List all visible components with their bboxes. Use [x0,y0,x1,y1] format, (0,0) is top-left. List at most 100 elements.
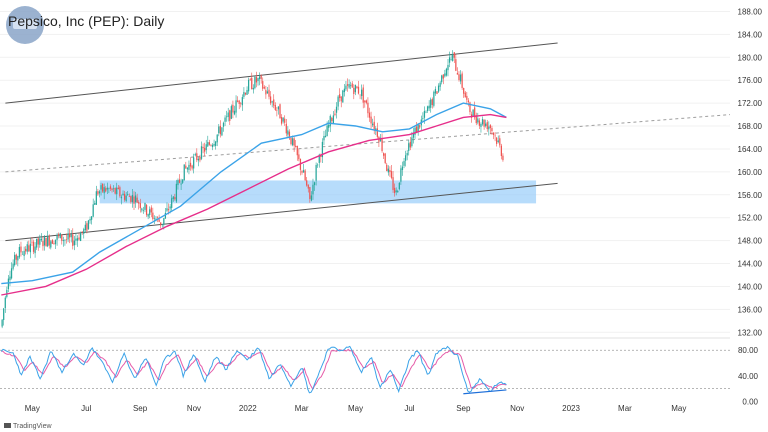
candle-body [43,236,46,246]
candle-body [255,76,258,83]
moving-average-fast [1,102,507,285]
candle-body [40,238,43,241]
candle-body [389,169,391,173]
candle-body [376,128,378,137]
candle-body [494,135,496,137]
candle-body [101,183,104,192]
candle-body [252,87,254,90]
time-tick-label: May [671,404,686,413]
candle-body [89,218,91,221]
candle-body [12,263,14,269]
candle-body [312,184,314,195]
candle-body [122,193,124,196]
time-tick-label: Mar [295,404,309,413]
candle-body [213,143,215,146]
candle-body [467,100,470,102]
candle-body [448,57,451,63]
candle-body [216,134,218,143]
price-tick-label: 160.00 [738,168,763,177]
stoch-k-line [0,345,507,394]
candle-body [59,233,61,239]
candle-body [21,253,24,255]
candle-body [58,234,60,237]
price-tick-label: 148.00 [738,237,763,246]
candle-body [23,250,25,257]
logo [6,6,44,44]
candle-body [191,165,193,169]
time-tick-label: May [348,404,363,413]
support-zone-layer [99,180,537,204]
candle-body [296,145,298,156]
candle-body [455,59,457,71]
candle-body [386,164,388,171]
candle-body [500,145,502,157]
candle-body [258,76,261,80]
candle-body [240,103,242,104]
candle-body [337,96,339,107]
candle-body [489,125,492,129]
candle-body [488,126,490,130]
candle-body [439,82,441,87]
candle-body [469,102,471,113]
candle-body [155,218,157,220]
candle-body [160,222,162,226]
candle-body [189,162,192,167]
candle-body [340,96,342,102]
candle-body [343,88,346,93]
candle-body [326,125,328,136]
candle-body [350,85,352,86]
candle-body [318,154,320,163]
stoch-d-line [1,348,507,391]
candle-body [491,128,493,132]
candle-body [382,153,385,156]
price-tick-label: 188.00 [738,7,763,16]
candle-body [298,154,300,160]
candle-body [109,186,112,189]
candle-body [233,110,236,115]
candle-body [453,52,455,58]
candle-body [329,115,331,127]
candle-body [92,204,94,217]
tradingview-label: TradingView [13,423,52,430]
price-tick-label: 180.00 [738,53,763,62]
candle-body [94,203,96,205]
candle-body [458,74,460,80]
candle-body [230,106,232,119]
candle-body [293,138,295,146]
stoch-tick-label: 80.00 [738,346,759,355]
candle-body [277,106,280,110]
candle-body [271,101,273,103]
candle-body [172,196,174,200]
moving-average-layer [1,102,507,296]
candle-body [142,210,145,211]
candle-body [441,75,443,83]
candle-body [295,145,297,147]
candle-body [34,246,36,254]
candle-body [106,187,108,190]
candle-body [18,246,21,258]
candle-body [171,198,173,208]
price-tick-label: 156.00 [738,191,763,200]
candle-body [409,141,411,148]
candle-body [95,191,97,205]
candle-body [243,91,245,97]
candle-body [496,137,498,144]
candle-body [236,100,239,102]
stoch-tick-label: 40.00 [738,372,759,381]
candle-body [497,140,499,143]
candle-body [335,106,338,113]
candle-body [263,87,265,89]
candle-body [306,180,308,186]
candle-body [64,239,66,241]
candle-body [215,141,217,146]
candle-body [334,113,336,115]
candle-body [284,118,286,123]
candle-body [29,243,32,253]
candle-body [395,190,397,193]
candle-body [180,183,182,185]
candle-body [433,91,435,106]
candle-body [67,233,69,240]
candle-body [150,207,152,213]
candle-body [199,156,201,161]
candle-body [414,127,416,135]
